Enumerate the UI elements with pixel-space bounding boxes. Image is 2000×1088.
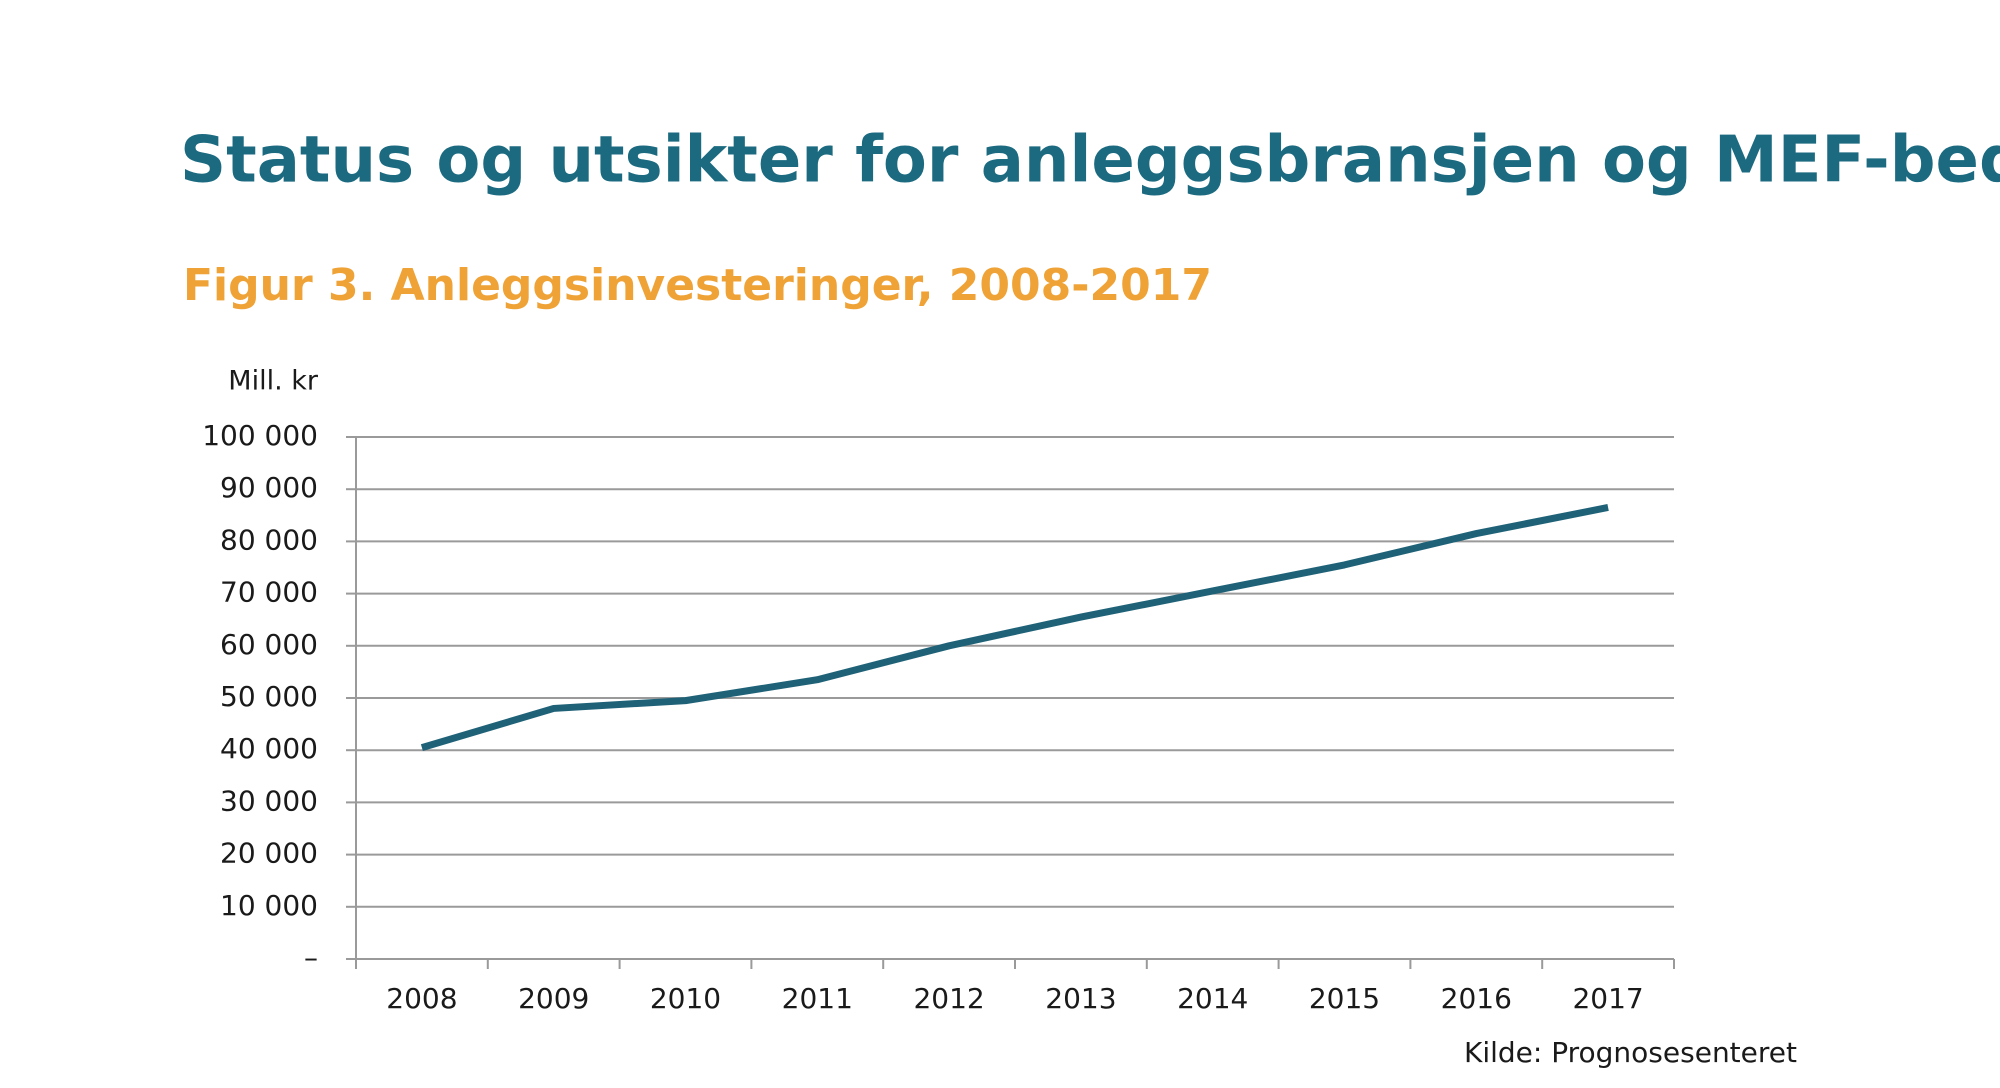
x-tick-label: 2013 xyxy=(1045,982,1116,1015)
y-axis-label: Mill. kr xyxy=(228,366,319,397)
x-tick-label: 2012 xyxy=(913,982,984,1015)
y-tick-label: 60 000 xyxy=(220,628,318,661)
x-tick-label: 2008 xyxy=(386,982,457,1015)
y-tick-label: – xyxy=(304,941,318,974)
x-tick-label: 2014 xyxy=(1177,982,1248,1015)
y-tick-label: 30 000 xyxy=(220,784,318,817)
data-line xyxy=(420,504,1609,751)
x-tick-label: 2017 xyxy=(1572,982,1643,1015)
y-tick-label: 40 000 xyxy=(220,732,318,765)
y-tick-label: 70 000 xyxy=(220,576,318,609)
x-tick-label: 2009 xyxy=(518,982,589,1015)
y-tick-label: 20 000 xyxy=(220,837,318,870)
source-note: Kilde: Prognosesenteret xyxy=(1464,1036,1797,1069)
x-tick-label: 2010 xyxy=(650,982,721,1015)
y-tick-label: 100 000 xyxy=(202,419,318,452)
x-tick-label: 2016 xyxy=(1441,982,1512,1015)
x-tick-label: 2015 xyxy=(1309,982,1380,1015)
x-tick-label: 2011 xyxy=(782,982,853,1015)
y-tick-label: 80 000 xyxy=(220,523,318,556)
y-tick-label: 10 000 xyxy=(220,889,318,922)
chart-title: Status og utsikter for anleggsbransjen o… xyxy=(180,124,2000,198)
chart-subtitle: Figur 3. Anleggsinvesteringer, 2008-2017 xyxy=(183,260,1212,311)
y-tick-label: 50 000 xyxy=(220,680,318,713)
y-tick-label: 90 000 xyxy=(220,471,318,504)
